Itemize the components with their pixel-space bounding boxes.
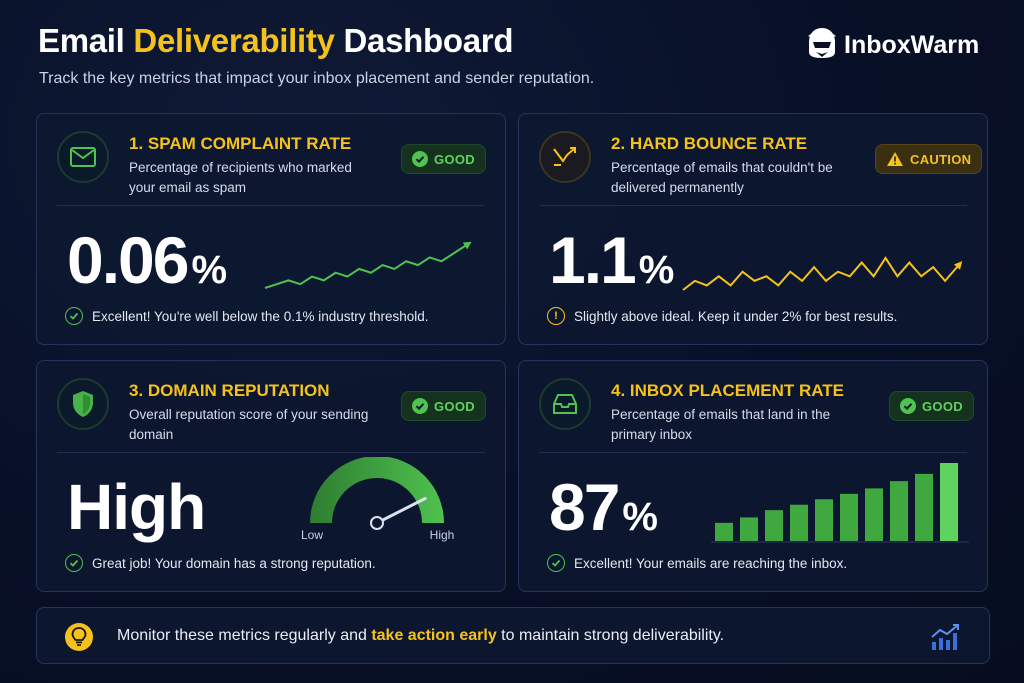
placement-bar [840, 493, 858, 541]
divider [57, 452, 485, 453]
card-note: Great job! Your domain has a strong repu… [65, 554, 376, 572]
title-accent: Deliverability [133, 22, 335, 59]
placement-bar [865, 488, 883, 541]
trend-sparkline [682, 256, 963, 291]
footer-text-before: Monitor these metrics regularly and [117, 627, 372, 644]
placement-bar-chart [711, 463, 969, 543]
card-title: 3. DOMAIN REPUTATION [129, 381, 330, 400]
inbox-tray-icon [539, 378, 591, 430]
placement-bar [940, 463, 958, 541]
card-note-text: Great job! Your domain has a strong repu… [92, 555, 376, 571]
check-circle-icon [65, 307, 83, 325]
card-note: Excellent! Your emails are reaching the … [547, 554, 847, 572]
status-badge-label: GOOD [434, 398, 475, 414]
status-badge-label: GOOD [922, 398, 963, 414]
card-note: Excellent! You're well below the 0.1% in… [65, 307, 429, 325]
card-domain-reputation: 3. DOMAIN REPUTATION Overall reputation … [36, 360, 506, 592]
footer-tip-banner: Monitor these metrics regularly and take… [36, 607, 990, 664]
info-exclamation-icon: ! [547, 307, 565, 325]
card-note: ! Slightly above ideal. Keep it under 2%… [547, 307, 897, 325]
check-circle-icon [65, 554, 83, 572]
page-title: Email Deliverability Dashboard [38, 22, 514, 60]
gauge-low-label: Low [301, 528, 323, 542]
reputation-gauge: Low High [301, 457, 455, 542]
placement-bar [740, 517, 758, 541]
status-badge: GOOD [889, 391, 974, 421]
page-subtitle: Track the key metrics that impact your i… [39, 70, 595, 87]
card-note-text: Slightly above ideal. Keep it under 2% f… [574, 308, 898, 324]
status-badge: GOOD [401, 144, 486, 174]
card-title: 2. HARD BOUNCE RATE [611, 134, 808, 153]
check-circle-icon [412, 151, 428, 167]
divider [539, 452, 967, 453]
metric-value: 87% [549, 469, 658, 555]
title-part-2: Dashboard [334, 22, 514, 59]
card-description: Percentage of emails that couldn't be de… [611, 160, 833, 195]
divider [57, 205, 485, 206]
metric-number: High [67, 471, 206, 543]
card-description: Percentage of recipients who marked your… [129, 160, 352, 195]
gauge-needle [375, 496, 427, 525]
card-title: 4. INBOX PLACEMENT RATE [611, 381, 844, 400]
shield-icon [57, 378, 109, 430]
growth-chart-icon [930, 622, 962, 657]
bounce-arrow-icon [539, 131, 591, 183]
card-hard-bounce-rate: 2. HARD BOUNCE RATE Percentage of emails… [518, 113, 988, 345]
card-note-text: Excellent! You're well below the 0.1% in… [92, 308, 429, 324]
metric-value: High [67, 469, 206, 545]
brand-name: InboxWarm [844, 31, 980, 59]
trend-arrowhead [462, 242, 472, 250]
brand-logo: InboxWarm [804, 26, 979, 65]
lightbulb-icon [65, 623, 93, 651]
placement-bar [765, 510, 783, 541]
check-circle-icon [412, 398, 428, 414]
status-badge: CAUTION [875, 144, 983, 174]
footer-text-after: to maintain strong deliverability. [496, 627, 725, 644]
trend-line [264, 245, 466, 289]
metric-unit: % [191, 248, 228, 292]
card-spam-complaint-rate: 1. SPAM COMPLAINT RATE Percentage of rec… [36, 113, 506, 345]
check-circle-icon [547, 554, 565, 572]
trend-arrowhead [953, 261, 963, 270]
card-description: Overall reputation score of your sending… [129, 407, 369, 442]
envelope-icon [57, 131, 109, 183]
metric-value: 1.1% [549, 222, 674, 308]
footer-text-accent: take action early [371, 627, 497, 644]
metric-number: 87 [549, 470, 620, 544]
placement-bar [790, 504, 808, 541]
placement-bar [715, 522, 733, 541]
gauge-pivot [370, 516, 384, 530]
card-note-text: Excellent! Your emails are reaching the … [574, 555, 848, 571]
placement-bar [815, 499, 833, 541]
trend-line [682, 256, 958, 291]
placement-bar [915, 473, 933, 541]
metric-value: 0.06% [67, 222, 227, 308]
trend-sparkline [264, 242, 472, 289]
metric-number: 0.06 [67, 223, 189, 297]
footer-text: Monitor these metrics regularly and take… [117, 627, 724, 645]
gauge-arc [310, 457, 444, 523]
hero-helmet-icon [804, 26, 840, 65]
placement-bar [890, 481, 908, 541]
metric-unit: % [622, 495, 658, 539]
metric-unit: % [638, 248, 675, 292]
title-part-1: Email [38, 22, 134, 59]
warning-triangle-icon [887, 152, 903, 166]
status-badge-label: GOOD [434, 151, 475, 167]
card-title: 1. SPAM COMPLAINT RATE [129, 134, 352, 153]
card-inbox-placement-rate: 4. INBOX PLACEMENT RATE Percentage of em… [518, 360, 988, 592]
gauge-high-label: High [430, 528, 455, 542]
metric-number: 1.1 [549, 223, 637, 297]
card-description: Percentage of emails that land in the pr… [611, 407, 831, 442]
status-badge-label: CAUTION [910, 151, 972, 167]
divider [539, 205, 967, 206]
status-badge: GOOD [401, 391, 486, 421]
check-circle-icon [900, 398, 916, 414]
